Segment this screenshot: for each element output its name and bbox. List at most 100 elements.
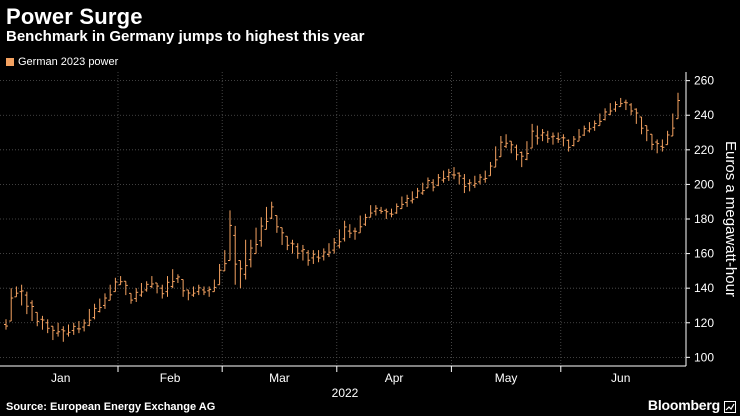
price-bar xyxy=(358,215,363,234)
y-tick-label: 260 xyxy=(694,74,714,88)
price-bar xyxy=(332,238,337,254)
price-bar xyxy=(577,129,582,142)
price-bar xyxy=(274,215,279,233)
chart-legend: German 2023 power xyxy=(6,56,118,68)
price-bar xyxy=(228,210,232,262)
x-axis-label: 2022 xyxy=(332,386,359,400)
price-bar xyxy=(363,213,368,226)
price-bar xyxy=(488,161,493,177)
price-bar xyxy=(280,227,285,245)
price-bar xyxy=(561,134,566,147)
price-bar xyxy=(483,170,488,183)
price-bar xyxy=(269,201,274,219)
price-bar xyxy=(326,243,331,258)
price-bar xyxy=(40,315,45,330)
price-bar xyxy=(155,282,160,294)
price-bar xyxy=(410,191,415,204)
price-bar xyxy=(613,101,618,112)
price-bar xyxy=(535,125,540,145)
price-bar xyxy=(504,134,509,149)
y-axis-title: Euros a megawatt-hour xyxy=(722,141,739,297)
price-bar xyxy=(452,167,456,180)
price-bar xyxy=(405,194,410,207)
price-bar xyxy=(566,139,571,152)
price-bar xyxy=(285,235,290,251)
source-note: Source: European Energy Exchange AG xyxy=(6,401,216,413)
price-bar xyxy=(233,225,238,285)
price-bar xyxy=(238,260,243,289)
price-bar xyxy=(186,289,191,301)
price-bar xyxy=(676,92,680,120)
price-bar xyxy=(608,103,613,116)
price-bar xyxy=(50,325,55,341)
x-tick-label: Mar xyxy=(269,371,290,385)
price-bar xyxy=(123,280,128,296)
price-bar xyxy=(524,141,529,161)
price-bar xyxy=(530,123,535,149)
price-bar xyxy=(160,284,165,299)
price-bar xyxy=(102,293,107,309)
price-bar xyxy=(337,229,342,249)
price-bar xyxy=(509,140,514,154)
price-bar xyxy=(493,146,498,168)
price-bar xyxy=(587,122,592,133)
price-bar xyxy=(639,116,644,135)
price-bar xyxy=(175,274,180,283)
price-bar xyxy=(61,326,66,342)
price-bar xyxy=(665,130,670,146)
price-bar xyxy=(649,133,654,150)
price-bar xyxy=(290,239,295,254)
price-bar xyxy=(165,276,170,297)
price-bar xyxy=(222,250,227,272)
price-bar xyxy=(571,135,576,147)
price-bar xyxy=(212,279,217,293)
legend-label: German 2023 power xyxy=(18,56,119,68)
price-bar xyxy=(660,139,665,152)
price-bar xyxy=(19,284,24,306)
price-bar xyxy=(629,103,634,116)
price-bar xyxy=(196,284,201,296)
price-bar xyxy=(30,300,35,322)
price-bar xyxy=(87,308,92,327)
price-bar xyxy=(353,227,358,240)
price-bar xyxy=(259,217,264,247)
price-bar xyxy=(597,113,602,127)
y-tick-label: 180 xyxy=(694,212,714,226)
price-bar xyxy=(144,281,149,292)
price-bar xyxy=(66,324,71,337)
price-bar xyxy=(436,174,441,187)
price-bar xyxy=(556,132,561,143)
y-tick-label: 220 xyxy=(694,143,714,157)
price-bar xyxy=(9,288,14,322)
price-bar xyxy=(82,319,87,332)
price-bar xyxy=(92,303,97,320)
y-tick-label: 120 xyxy=(694,316,714,330)
price-bar xyxy=(457,172,462,185)
price-bar xyxy=(71,322,76,335)
price-bar xyxy=(462,174,467,194)
price-bar xyxy=(368,205,373,218)
price-bar xyxy=(618,97,623,108)
price-bar xyxy=(207,286,212,297)
price-bar xyxy=(4,319,8,330)
price-bar xyxy=(201,286,206,296)
price-bar xyxy=(254,227,259,255)
bloomberg-terminal-icon xyxy=(724,401,736,413)
price-bar xyxy=(134,288,139,303)
price-bar xyxy=(603,108,608,121)
price-bar xyxy=(540,129,545,142)
chart-title: Power Surge xyxy=(6,4,143,29)
brand-logo-text: Bloomberg xyxy=(647,397,720,413)
price-bar xyxy=(420,182,425,195)
price-bar xyxy=(446,168,451,181)
price-bar xyxy=(45,319,50,334)
price-bar xyxy=(217,263,222,286)
x-tick-label: Jan xyxy=(51,371,70,385)
price-bar xyxy=(399,196,404,210)
price-bar xyxy=(478,174,483,185)
price-bar xyxy=(24,291,29,315)
x-tick-label: Feb xyxy=(160,371,181,385)
price-bar xyxy=(592,120,597,131)
y-tick-label: 240 xyxy=(694,108,714,122)
price-bar xyxy=(118,276,123,286)
